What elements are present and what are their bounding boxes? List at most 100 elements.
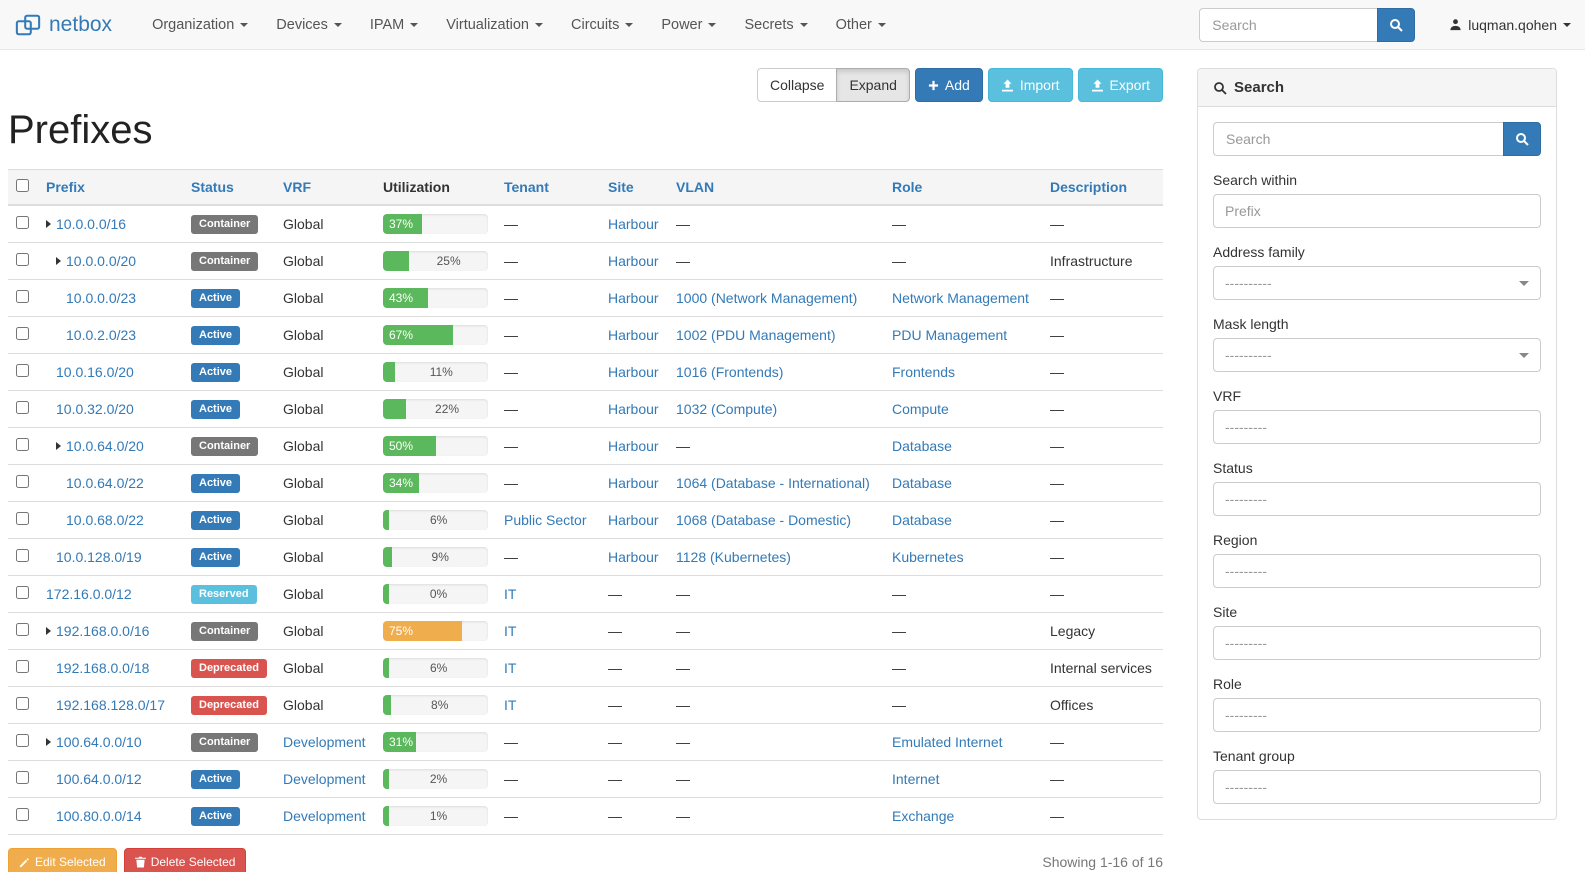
add-button[interactable]: Add: [914, 68, 983, 102]
tenant-link[interactable]: IT: [504, 586, 517, 602]
site-link[interactable]: Harbour: [608, 401, 659, 417]
site-link[interactable]: Harbour: [608, 364, 659, 380]
row-checkbox[interactable]: [16, 808, 29, 821]
nav-item-circuits[interactable]: Circuits: [557, 2, 647, 48]
nav-item-secrets[interactable]: Secrets: [730, 2, 821, 48]
tenant-link[interactable]: IT: [504, 697, 517, 713]
nav-item-power[interactable]: Power: [647, 2, 730, 48]
site-link[interactable]: Harbour: [608, 549, 659, 565]
prefix-link[interactable]: 10.0.0.0/23: [66, 290, 137, 306]
site-link[interactable]: Harbour: [608, 216, 659, 232]
nav-item-other[interactable]: Other: [822, 2, 900, 48]
row-checkbox[interactable]: [16, 734, 29, 747]
edit-selected-button[interactable]: Edit Selected: [8, 848, 117, 872]
role-link[interactable]: Network Management: [892, 290, 1029, 306]
row-checkbox[interactable]: [16, 216, 29, 229]
nav-item-ipam[interactable]: IPAM: [356, 2, 432, 48]
site-link[interactable]: Harbour: [608, 290, 659, 306]
filter-select-tenant-group[interactable]: ---------: [1213, 770, 1541, 804]
role-link[interactable]: Exchange: [892, 808, 955, 824]
row-checkbox[interactable]: [16, 660, 29, 673]
prefix-link[interactable]: 10.0.64.0/20: [66, 438, 144, 454]
nav-item-devices[interactable]: Devices: [262, 2, 356, 48]
role-link[interactable]: Database: [892, 475, 952, 491]
prefix-link[interactable]: 10.0.0.0/16: [56, 216, 127, 232]
prefix-link[interactable]: 100.64.0.0/12: [56, 771, 142, 787]
role-link[interactable]: Database: [892, 438, 952, 454]
column-header-tenant[interactable]: Tenant: [504, 179, 549, 195]
filter-select-site[interactable]: ---------: [1213, 626, 1541, 660]
row-checkbox[interactable]: [16, 290, 29, 303]
user-menu[interactable]: luqman.qohen: [1449, 17, 1571, 33]
column-header-prefix[interactable]: Prefix: [46, 179, 85, 195]
row-checkbox[interactable]: [16, 586, 29, 599]
vlan-link[interactable]: 1000 (Network Management): [676, 290, 858, 306]
vrf-link[interactable]: Development: [283, 808, 366, 824]
prefix-link[interactable]: 10.0.2.0/23: [66, 327, 137, 343]
vrf-link[interactable]: Development: [283, 771, 366, 787]
delete-selected-button[interactable]: Delete Selected: [123, 848, 247, 872]
import-button[interactable]: Import: [987, 68, 1073, 102]
expand-toggle-icon[interactable]: [46, 738, 51, 746]
row-checkbox[interactable]: [16, 253, 29, 266]
prefix-link[interactable]: 192.168.0.0/18: [56, 660, 150, 676]
vlan-link[interactable]: 1032 (Compute): [676, 401, 778, 417]
row-checkbox[interactable]: [16, 475, 29, 488]
row-checkbox[interactable]: [16, 697, 29, 710]
prefix-link[interactable]: 100.80.0.0/14: [56, 808, 142, 824]
prefix-link[interactable]: 10.0.0.0/20: [66, 253, 137, 269]
column-header-description[interactable]: Description: [1050, 179, 1128, 195]
collapse-button[interactable]: Collapse: [756, 68, 838, 102]
nav-item-virtualization[interactable]: Virtualization: [432, 2, 557, 48]
filter-select-role[interactable]: ---------: [1213, 698, 1541, 732]
column-header-role[interactable]: Role: [892, 179, 923, 195]
prefix-link[interactable]: 100.64.0.0/10: [56, 734, 142, 750]
filter-input-search-within[interactable]: [1213, 194, 1541, 228]
prefix-link[interactable]: 192.168.128.0/17: [56, 697, 165, 713]
filter-select-address-family[interactable]: ----------: [1213, 266, 1541, 300]
tenant-link[interactable]: IT: [504, 660, 517, 676]
tenant-link[interactable]: IT: [504, 623, 517, 639]
vrf-link[interactable]: Development: [283, 734, 366, 750]
row-checkbox[interactable]: [16, 401, 29, 414]
expand-toggle-icon[interactable]: [56, 442, 61, 450]
row-checkbox[interactable]: [16, 364, 29, 377]
filter-select-region[interactable]: ---------: [1213, 554, 1541, 588]
role-link[interactable]: Emulated Internet: [892, 734, 1003, 750]
expand-button[interactable]: Expand: [836, 68, 910, 102]
row-checkbox[interactable]: [16, 327, 29, 340]
role-link[interactable]: Internet: [892, 771, 940, 787]
vlan-link[interactable]: 1016 (Frontends): [676, 364, 784, 380]
prefix-link[interactable]: 10.0.64.0/22: [66, 475, 144, 491]
expand-toggle-icon[interactable]: [46, 627, 51, 635]
prefix-link[interactable]: 10.0.32.0/20: [56, 401, 134, 417]
row-checkbox[interactable]: [16, 438, 29, 451]
row-checkbox[interactable]: [16, 512, 29, 525]
filter-select-status[interactable]: ---------: [1213, 482, 1541, 516]
vlan-link[interactable]: 1064 (Database - International): [676, 475, 870, 491]
column-header-vlan[interactable]: VLAN: [676, 179, 715, 195]
expand-toggle-icon[interactable]: [56, 257, 61, 265]
vlan-link[interactable]: 1002 (PDU Management): [676, 327, 836, 343]
netbox-brand[interactable]: netbox: [14, 12, 112, 38]
column-header-vrf[interactable]: VRF: [283, 179, 311, 195]
role-link[interactable]: Frontends: [892, 364, 956, 380]
column-header-site[interactable]: Site: [608, 179, 634, 195]
role-link[interactable]: Database: [892, 512, 952, 528]
prefix-link[interactable]: 192.168.0.0/16: [56, 623, 150, 639]
role-link[interactable]: PDU Management: [892, 327, 1008, 343]
nav-item-organization[interactable]: Organization: [138, 2, 262, 48]
filter-select-mask-length[interactable]: ----------: [1213, 338, 1541, 372]
sidebar-search-input[interactable]: [1213, 122, 1503, 156]
export-button[interactable]: Export: [1077, 68, 1163, 102]
row-checkbox[interactable]: [16, 771, 29, 784]
navbar-search-button[interactable]: [1377, 7, 1416, 42]
site-link[interactable]: Harbour: [608, 512, 659, 528]
site-link[interactable]: Harbour: [608, 475, 659, 491]
tenant-link[interactable]: Public Sector: [504, 512, 587, 528]
sidebar-search-button[interactable]: [1503, 122, 1541, 156]
column-header-status[interactable]: Status: [191, 179, 234, 195]
role-link[interactable]: Kubernetes: [892, 549, 964, 565]
site-link[interactable]: Harbour: [608, 438, 659, 454]
site-link[interactable]: Harbour: [608, 327, 659, 343]
